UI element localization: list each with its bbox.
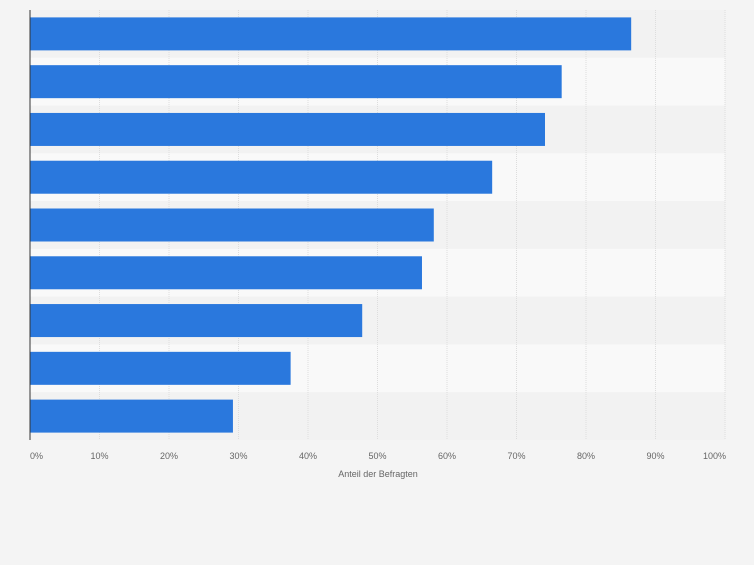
x-tick-label: 0% xyxy=(30,451,43,461)
x-tick-label: 50% xyxy=(368,451,386,461)
bar xyxy=(30,351,291,385)
bar xyxy=(30,399,233,433)
x-tick-label: 40% xyxy=(299,451,317,461)
x-tick-label: 10% xyxy=(90,451,108,461)
bar xyxy=(30,208,434,242)
x-tick-label: 80% xyxy=(577,451,595,461)
x-tick-label: 20% xyxy=(160,451,178,461)
bars xyxy=(30,17,632,433)
x-tick-label: 30% xyxy=(229,451,247,461)
x-axis-title: Anteil der Befragten xyxy=(338,469,418,479)
bar xyxy=(30,160,493,194)
x-tick-label: 90% xyxy=(646,451,664,461)
bar xyxy=(30,17,632,51)
bar xyxy=(30,304,363,338)
bar xyxy=(30,112,545,146)
x-tick-label: 60% xyxy=(438,451,456,461)
bar xyxy=(30,65,562,99)
x-tick-label: 70% xyxy=(507,451,525,461)
x-tick-labels: 0% 10% 20% 30% 40% 50% 60% 70% 80% 90% 100% xyxy=(30,451,726,461)
bar xyxy=(30,256,422,290)
x-tick-label: 100% xyxy=(703,451,726,461)
